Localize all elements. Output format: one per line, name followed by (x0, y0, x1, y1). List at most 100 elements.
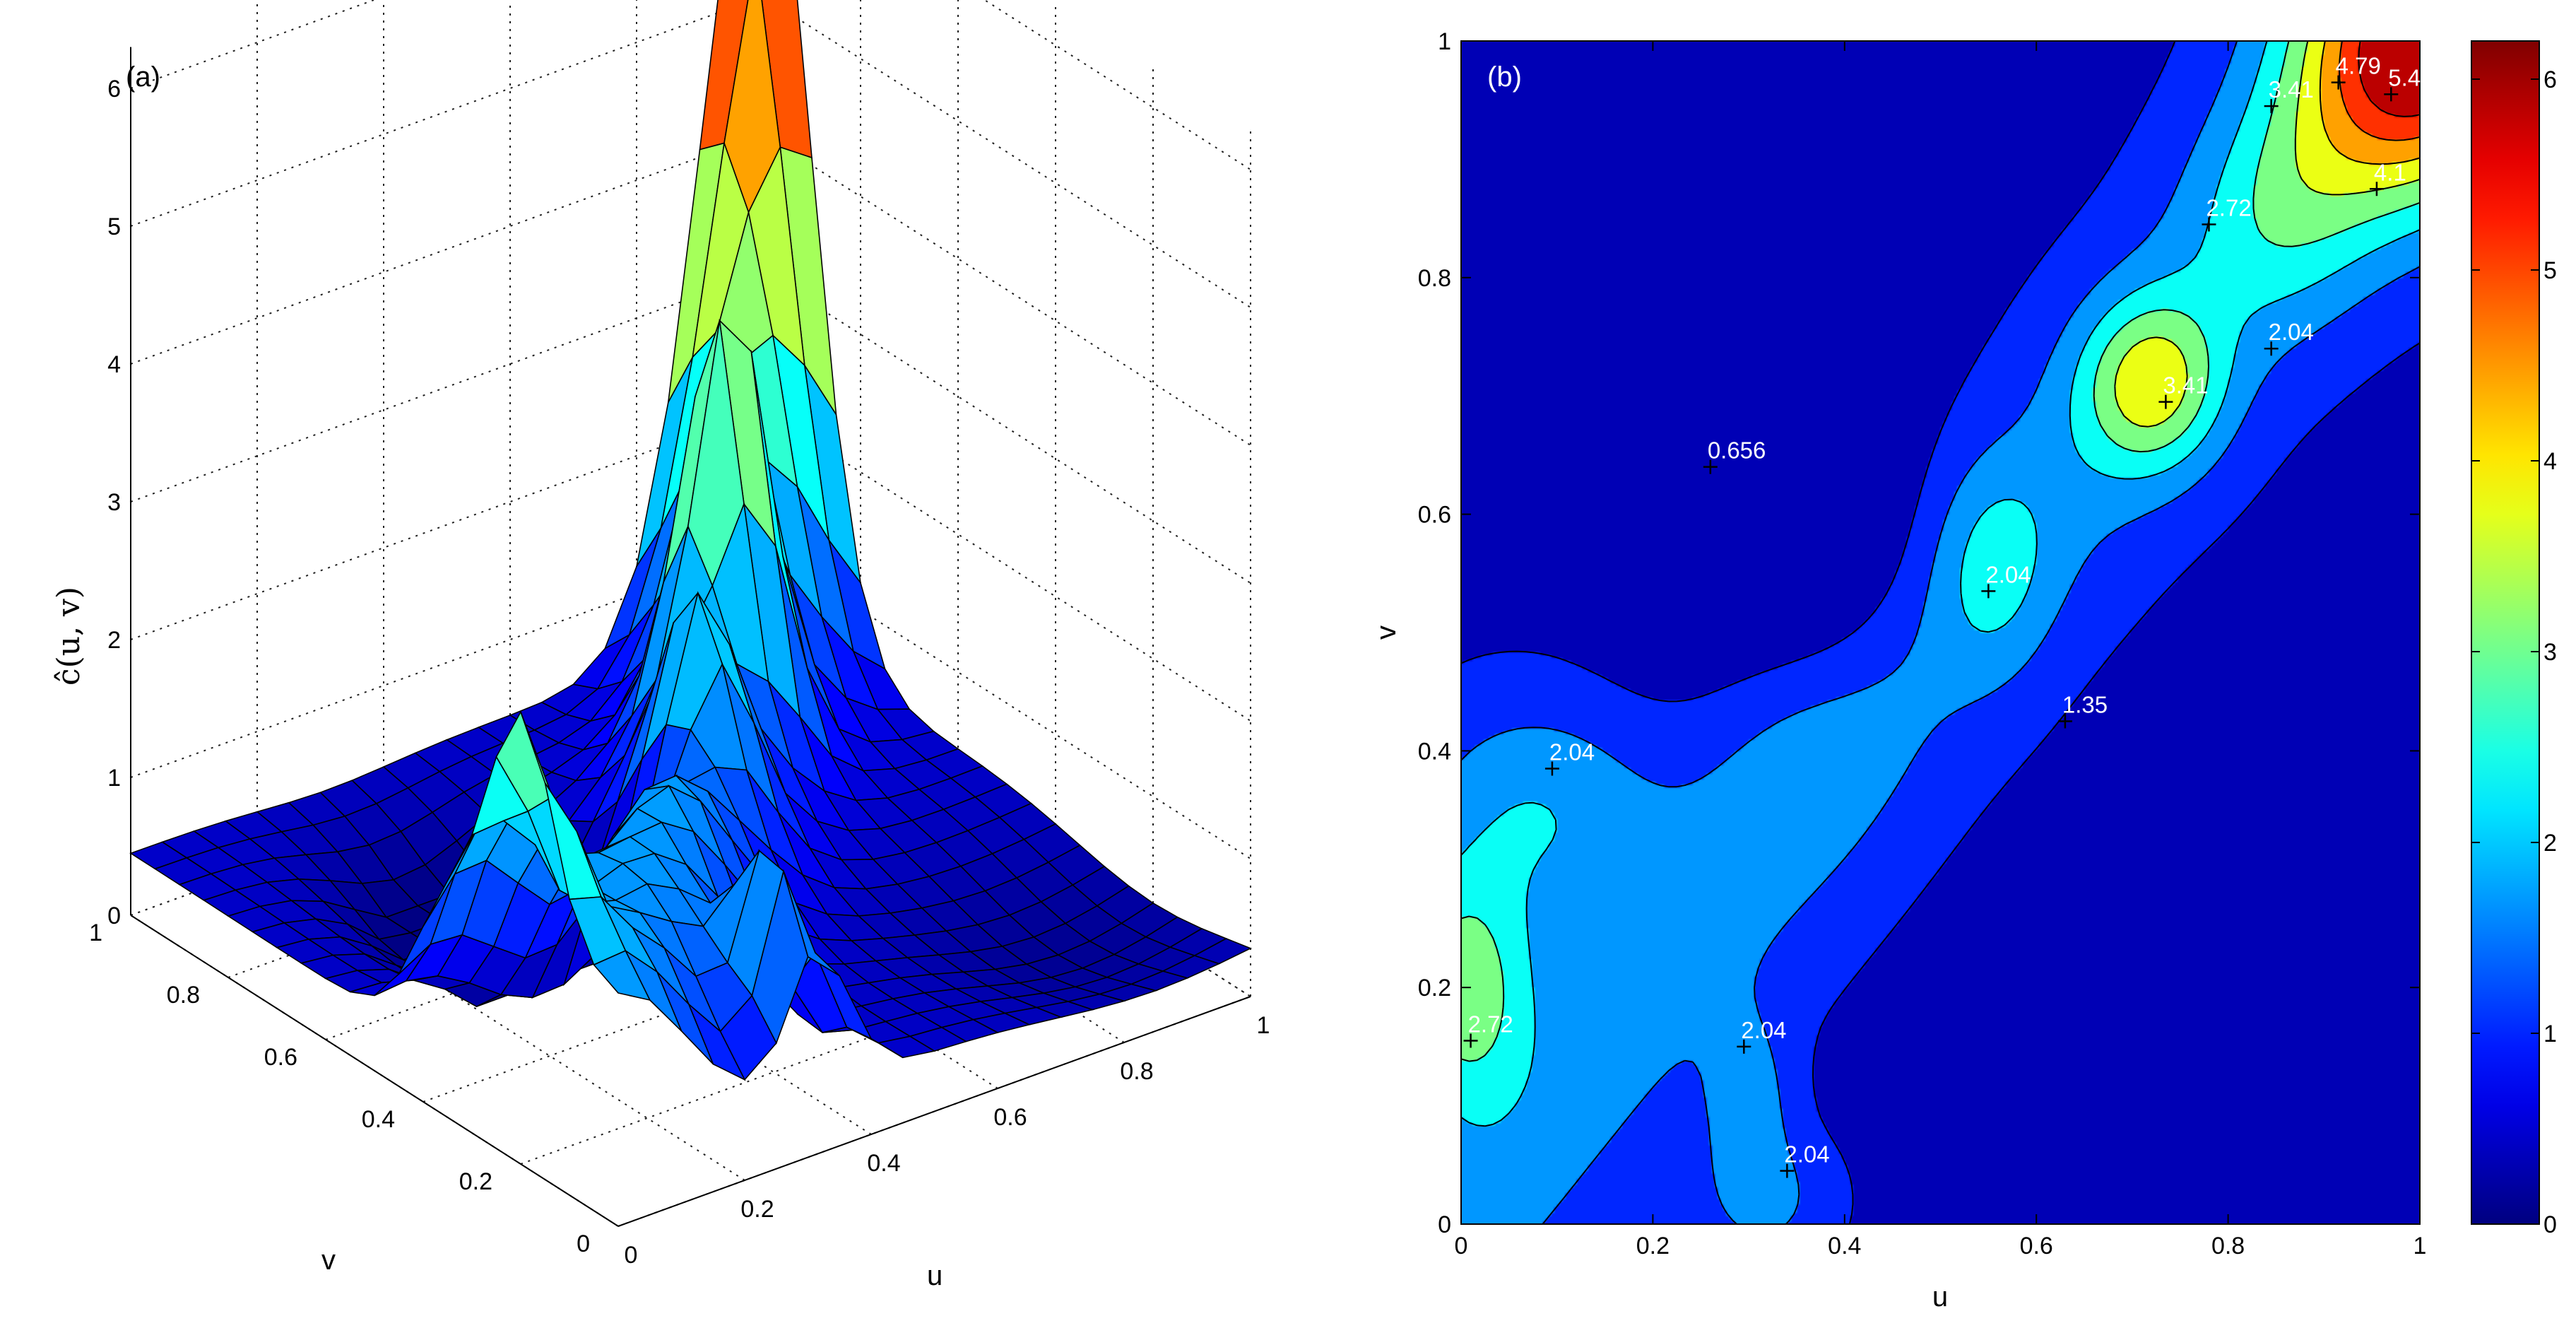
contour-label-marker (2369, 182, 2384, 196)
contour-lines (1461, 41, 2420, 1224)
contour-value-label: 1.35 (2062, 692, 2108, 718)
panel-label-a: (a) (126, 61, 160, 93)
surface-z-tick-label: 0 (107, 903, 121, 929)
floor-gridline-u (256, 869, 745, 1181)
colorbar-tick-label: 2 (2543, 830, 2557, 857)
surface-v-tick-label: 0.6 (264, 1044, 297, 1071)
surface-u-tick-label: 1 (1257, 1012, 1270, 1039)
contour-value-label: 2.04 (1741, 1017, 1786, 1043)
contour-line (1461, 41, 2420, 1224)
contour-value-label: 4.79 (2336, 53, 2381, 79)
colorbar-tick-label: 4 (2543, 448, 2557, 475)
wall-gridline-horizontal (130, 0, 756, 227)
wall-gridline-horizontal (762, 547, 1251, 859)
wall-gridline-horizontal (767, 0, 1251, 308)
y-tick-label: 0 (1438, 1211, 1451, 1238)
surface-v-axis-label: v (321, 1245, 336, 1276)
contour-value-label: 3.41 (2269, 76, 2314, 102)
colorbar-tick-label: 5 (2543, 257, 2557, 284)
contour-value-labels: 0.656 2.04 1.35 2.04 2.72 2.04 2.04 3.41 2.04 2.7… (1463, 53, 2434, 1178)
contour-label-marker (2331, 75, 2346, 90)
wall-gridline-horizontal (130, 134, 764, 365)
contour-label-marker (2158, 394, 2173, 409)
contour-u-axis-label: u (1932, 1281, 1948, 1312)
contour-line (2319, 41, 2420, 165)
x-tick-label: 0.8 (2211, 1233, 2245, 1259)
y-tick-label: 1 (1438, 28, 1451, 55)
contour-label-marker (2202, 217, 2216, 232)
surface-face (593, 950, 651, 1001)
contour-line (2339, 41, 2420, 141)
contour-label-marker (1463, 1033, 1478, 1048)
contour-value-label: 2.04 (1784, 1141, 1829, 1168)
surface-z-tick-label: 3 (107, 489, 121, 516)
contour-label-marker (1981, 584, 1996, 599)
colorbar-ticks: 0 1 2 3 4 5 6 (2471, 66, 2557, 1238)
surface-v-tick-label: 1 (89, 919, 102, 946)
contour-line (1461, 41, 2420, 1127)
colorbar-tick-label: 1 (2543, 1021, 2557, 1047)
contour-label-marker (2057, 714, 2072, 729)
y-tick-label: 0.4 (1418, 738, 1451, 765)
surface-z-axis-label: ĉ(u, v) (51, 587, 87, 686)
contour-value-label: 4.1 (2374, 159, 2406, 185)
contour-value-label: 3.41 (2163, 372, 2208, 399)
panel-label-b: (b) (1487, 61, 1522, 93)
contour-line (2358, 41, 2420, 117)
contour-value-label: 2.72 (2206, 194, 2251, 221)
colorbar-tick-label: 0 (2543, 1211, 2557, 1238)
contour-plot: 0 0.2 0.4 0.6 0.8 1 0 0.2 0.4 0.6 0.8 1 0.656 2.04 1.… (1371, 28, 2557, 1312)
contour-label-marker (2384, 87, 2399, 102)
y-tick-label: 0.6 (1418, 502, 1451, 529)
surface-u-axis-label: u (927, 1260, 943, 1291)
surface-plot-axes (130, 47, 1251, 1227)
x-tick-label: 0.2 (1636, 1233, 1670, 1259)
contour-value-label: 5.48 (2388, 64, 2433, 90)
contour-label-marker (2264, 341, 2279, 356)
surface-u-tick-label: 0.4 (867, 1150, 900, 1177)
contour-label-marker (1703, 459, 1718, 474)
surface-z-tick-label: 2 (107, 627, 121, 654)
surface-u-tick-label: 0 (625, 1242, 638, 1269)
surface-z-tick-label: 1 (107, 765, 121, 792)
contour-value-label: 2.04 (1549, 739, 1595, 765)
y-tick-label: 0.8 (1418, 265, 1451, 292)
surface-v-tick-label: 0.8 (167, 982, 200, 1009)
surface-u-tick-label: 0.6 (993, 1104, 1027, 1131)
u-axis-line (618, 996, 1251, 1227)
contour-plot-ticks: 0 0.2 0.4 0.6 0.8 1 0 0.2 0.4 0.6 0.8 1 (1418, 28, 2427, 1259)
contour-value-label: 0.656 (1708, 437, 1766, 464)
contour-plot-frame (1460, 40, 2421, 1225)
surface-u-tick-label: 0.8 (1120, 1058, 1153, 1085)
x-tick-label: 0 (1455, 1233, 1468, 1259)
surface-u-tick-label: 0.2 (740, 1196, 774, 1223)
contour-value-label: 2.04 (2269, 319, 2314, 345)
contour-value-label: 2.72 (1468, 1011, 1513, 1038)
colorbar-tick-label: 3 (2543, 639, 2557, 666)
surface-z-tick-label: 4 (107, 351, 121, 378)
x-tick-label: 0.4 (1828, 1233, 1861, 1259)
wall-gridline-horizontal (983, 0, 1251, 170)
surface-v-tick-label: 0 (577, 1230, 590, 1257)
contour-v-axis-label: v (1371, 625, 1402, 640)
surface-z-tick-label: 6 (107, 76, 121, 102)
x-tick-label: 0.6 (2020, 1233, 2053, 1259)
contour-line (1461, 41, 2420, 1062)
x-tick-label: 1 (2413, 1233, 2427, 1259)
colorbar-tick-label: 6 (2543, 66, 2557, 93)
surface-z-tick-label: 5 (107, 213, 121, 240)
wall-gridline-horizontal (762, 134, 1251, 446)
wall-gridline-horizontal (130, 271, 764, 503)
surface-mesh (129, 0, 1252, 1081)
v-axis-line (130, 915, 619, 1227)
contour-value-label: 2.04 (1985, 561, 2031, 587)
contour-line (1461, 41, 2420, 1224)
contour-label-marker (1780, 1163, 1795, 1178)
colorbar (2471, 40, 2540, 1225)
contour-label-marker (1544, 761, 1559, 776)
y-tick-label: 0.2 (1418, 975, 1451, 1001)
surface-v-tick-label: 0.2 (459, 1168, 492, 1195)
